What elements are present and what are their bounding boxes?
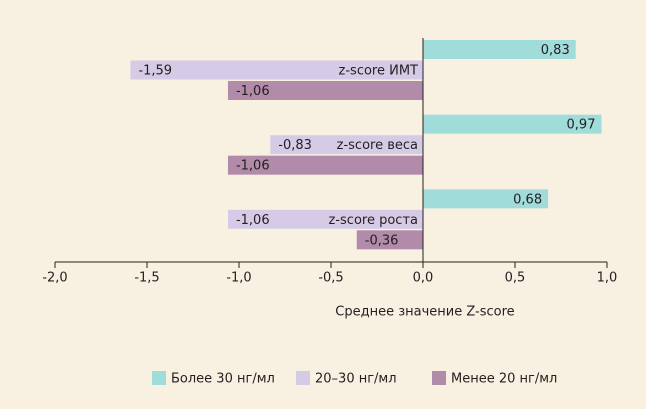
bar [227,209,423,229]
bar [423,114,602,134]
value-label: 0,83 [541,43,570,58]
bar [423,189,549,209]
value-label: -0,36 [365,233,399,248]
legend-label: Более 30 нг/мл [171,372,275,387]
value-label: -0,83 [278,138,312,153]
x-tick-label: 1,0 [597,271,618,286]
bar [423,40,576,59]
bar [130,60,423,80]
value-label: -1,06 [236,213,270,228]
value-label: -1,06 [236,84,270,99]
x-tick-label: 0,5 [505,271,526,286]
bar [356,230,423,250]
x-tick-label: -2,0 [42,271,67,286]
legend-label: Менее 20 нг/мл [451,372,557,387]
x-tick-label: 0,0 [413,271,434,286]
bar [227,155,423,175]
legend-swatch [432,371,446,385]
x-tick-label: -1,0 [226,271,251,286]
x-axis-title: Среднее значение Z-score [335,305,514,320]
legend-label: 20–30 нг/мл [315,372,397,387]
category-label: z-score веса [337,138,418,153]
category-label: z-score ИМТ [339,64,419,79]
bar [227,81,423,100]
value-label: 0,97 [567,118,596,133]
x-tick-label: -0,5 [318,271,343,286]
legend-swatch [152,371,166,385]
legend-swatch [296,371,310,385]
value-label: -1,06 [236,159,270,174]
value-label: -1,59 [138,64,172,79]
category-label: z-score роста [329,213,418,228]
bar [270,135,423,155]
x-tick-label: -1,5 [134,271,159,286]
value-label: 0,68 [513,192,542,207]
